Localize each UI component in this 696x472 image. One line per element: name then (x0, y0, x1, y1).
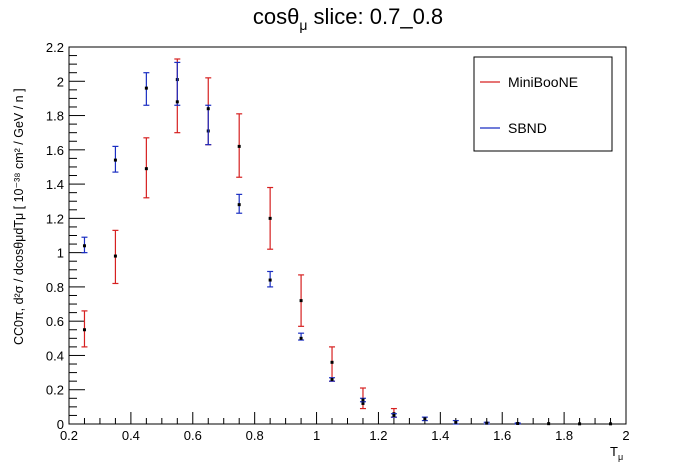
chart-title: cosθμ slice: 0.7_0.8 (253, 4, 443, 33)
x-tick-label: 0.4 (122, 428, 140, 443)
y-tick-label: 1.8 (46, 109, 64, 124)
miniboone-marker (82, 328, 86, 332)
miniboone-point (112, 229, 119, 285)
sbnd-marker (144, 86, 148, 90)
sbnd-marker (516, 421, 520, 425)
axis-ticks (68, 46, 627, 425)
y-tick-label: 2 (57, 74, 64, 89)
sbnd-point (578, 422, 582, 426)
sbnd-marker (485, 421, 489, 425)
sbnd-point (236, 193, 243, 214)
x-tick-label: 1.4 (431, 428, 449, 443)
y-tick-label: 1.6 (46, 143, 64, 158)
y-tick-label: 1.4 (46, 177, 64, 192)
miniboone-marker (361, 401, 365, 405)
x-tick-label: 0.8 (246, 428, 264, 443)
sbnd-marker (547, 422, 551, 426)
miniboone-point (81, 310, 88, 348)
x-tick-label: 1.2 (369, 428, 387, 443)
x-tick-label: 2 (622, 428, 629, 443)
sbnd-marker (392, 413, 396, 417)
x-tick-label: 1.6 (493, 428, 511, 443)
miniboone-point (143, 137, 150, 199)
sbnd-marker (237, 203, 241, 207)
legend-label-miniboone: MiniBooNE (508, 74, 578, 90)
sbnd-point (267, 270, 274, 288)
sbnd-point (143, 72, 150, 106)
x-tick-label: 0.6 (184, 428, 202, 443)
miniboone-point (298, 274, 305, 327)
sbnd-marker (206, 107, 210, 111)
y-tick-label: 0.2 (46, 383, 64, 398)
sbnd-point (609, 422, 613, 426)
sbnd-point (452, 419, 459, 425)
sbnd-point (298, 332, 305, 341)
sbnd-point (205, 104, 212, 146)
sbnd-point (81, 236, 88, 254)
y-tick-label: 0.4 (46, 348, 64, 363)
sbnd-point (483, 421, 490, 425)
miniboone-point (267, 186, 274, 250)
sbnd-marker (578, 422, 582, 426)
sbnd-marker (454, 420, 458, 424)
y-tick-label: 1 (57, 246, 64, 261)
miniboone-marker (144, 167, 148, 171)
y-tick-label: 1.2 (46, 211, 64, 226)
miniboone-marker (113, 254, 117, 258)
x-axis-label-sub: μ (618, 452, 623, 462)
legend-label-sbnd: SBND (508, 120, 547, 136)
sbnd-point (390, 413, 397, 418)
sbnd-marker (330, 377, 334, 381)
title-pre: cosθ (253, 4, 299, 29)
sbnd-marker (113, 158, 117, 162)
sbnd-marker (82, 244, 86, 248)
sbnd-point (547, 422, 551, 426)
miniboone-point (236, 113, 243, 178)
miniboone-marker (268, 216, 272, 220)
miniboone-point (329, 346, 336, 382)
legend: MiniBooNE SBND (473, 56, 613, 152)
sbnd-marker (609, 422, 613, 426)
y-tick-label: 2.2 (46, 40, 64, 55)
sbnd-point (421, 416, 428, 422)
legend-box (473, 56, 613, 152)
y-axis-label: CC0π, d²σ / dcosθμdTμ [ 10⁻³⁸ cm² / GeV … (12, 88, 26, 345)
y-tick-label: 0.6 (46, 314, 64, 329)
sbnd-point (359, 397, 366, 403)
y-tick-label: 0 (57, 417, 64, 432)
sbnd-point (174, 61, 181, 106)
data-marks (81, 58, 613, 426)
x-tick-label: 0.2 (60, 428, 78, 443)
sbnd-point (112, 145, 119, 173)
x-tick-label: 1.8 (555, 428, 573, 443)
sbnd-point (329, 377, 336, 382)
title-sub: μ (299, 17, 307, 33)
x-tick-labels: 0.2 0.4 0.6 0.8 1 1.2 1.4 1.6 1.8 2 (60, 428, 630, 443)
x-tick-label: 1 (313, 428, 320, 443)
sbnd-point (514, 421, 521, 425)
x-axis-label-main: T (610, 444, 618, 459)
title-post: slice: 0.7_0.8 (307, 4, 443, 29)
sbnd-marker (175, 100, 179, 104)
miniboone-marker (299, 299, 303, 303)
sbnd-marker (268, 278, 272, 282)
y-tick-label: 0.8 (46, 280, 64, 295)
sbnd-marker (361, 398, 365, 402)
miniboone-marker (330, 360, 334, 364)
sbnd-marker (423, 417, 427, 421)
y-tick-labels: 0 0.2 0.4 0.6 0.8 1 1.2 1.4 1.6 1.8 2 2.2 (46, 40, 64, 432)
miniboone-marker (237, 144, 241, 148)
sbnd-marker (299, 336, 303, 340)
x-axis-label: Tμ (610, 444, 623, 462)
